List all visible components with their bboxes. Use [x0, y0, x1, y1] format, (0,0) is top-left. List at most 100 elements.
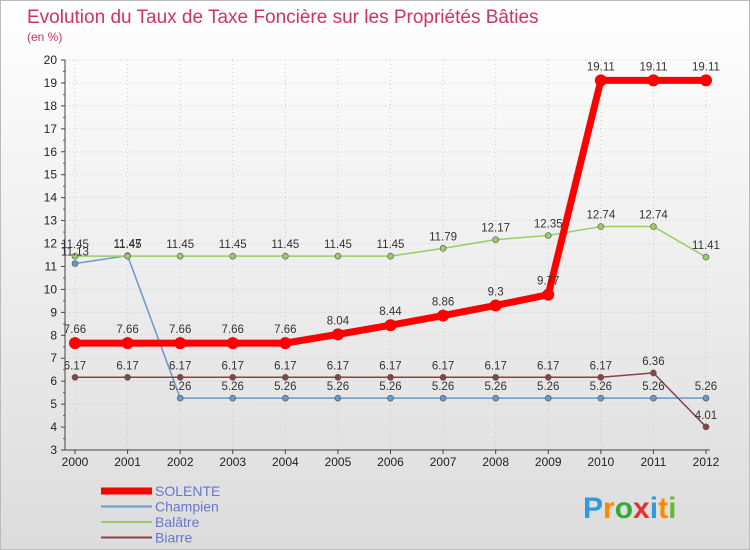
data-point: [71, 373, 79, 381]
data-point: [439, 245, 447, 252]
y-tick-label: 10: [44, 282, 58, 296]
data-label: 5.26: [642, 381, 664, 393]
data-label: 5.26: [590, 381, 612, 393]
data-label: 11.45: [61, 239, 89, 251]
data-point: [594, 74, 607, 87]
legend-label: Biarre: [155, 530, 193, 546]
y-tick-label: 4: [50, 420, 57, 434]
data-point: [174, 337, 187, 350]
data-label: 12.74: [639, 210, 668, 222]
y-tick-label: 20: [44, 53, 58, 67]
chart-subtitle: (en %): [27, 30, 62, 44]
data-label: 6.17: [484, 360, 506, 372]
data-label: 6.17: [590, 360, 612, 372]
data-point: [650, 369, 657, 377]
proxiti-logo: Proxiti: [583, 492, 676, 525]
data-label: 7.66: [169, 324, 191, 336]
data-label: 5.26: [274, 381, 296, 393]
x-tick-label: 2003: [219, 455, 246, 469]
data-point: [597, 394, 605, 402]
x-tick-label: 2009: [535, 455, 562, 469]
data-point: [334, 373, 342, 381]
legend-label: SOLENTE: [155, 483, 220, 499]
y-tick-label: 7: [50, 351, 57, 365]
data-point: [700, 74, 712, 87]
data-point: [229, 394, 237, 402]
y-tick-label: 5: [50, 397, 57, 411]
data-point: [71, 252, 79, 260]
data-label: 4.01: [695, 410, 717, 422]
data-point: [544, 373, 552, 381]
data-label: 11.79: [429, 231, 457, 243]
data-label: 11.45: [324, 239, 352, 251]
data-label: 9.3: [488, 286, 504, 298]
data-point: [650, 223, 657, 230]
data-label: 19.11: [692, 61, 720, 73]
data-label: 7.66: [64, 324, 86, 336]
series-champien: [71, 252, 710, 402]
data-point: [437, 309, 450, 322]
series-solente: [69, 74, 712, 350]
data-label: 5.26: [695, 381, 717, 393]
data-label: 6.17: [379, 360, 401, 372]
legend-item: Biarre: [101, 530, 193, 546]
data-label: 11.47: [114, 239, 142, 251]
chart-title: Evolution du Taux de Taxe Foncière sur l…: [27, 7, 539, 28]
x-tick-label: 2006: [377, 455, 404, 469]
data-point: [229, 373, 237, 381]
y-tick-label: 3: [50, 443, 57, 457]
data-point: [282, 373, 289, 381]
data-label-layer: 7.66 7.66 7.66 7.66 7.66 8.04 8.44 8.86 9.3 9.77 1…: [61, 61, 720, 421]
y-tick-label: 13: [44, 214, 58, 228]
y-tick-label: 18: [44, 99, 58, 113]
data-point: [542, 288, 555, 301]
data-point: [384, 319, 397, 332]
x-tick-label: 2008: [482, 455, 509, 469]
data-point: [702, 423, 710, 431]
data-label: 19.11: [639, 61, 667, 73]
data-point: [71, 260, 79, 267]
grid-layer: [65, 59, 710, 451]
data-point: [387, 373, 394, 381]
data-point: [334, 394, 342, 402]
data-point: [647, 74, 660, 87]
x-tick-label: 2010: [587, 455, 614, 469]
x-tick-label: 2007: [430, 455, 457, 469]
y-tick-label: 19: [44, 76, 58, 90]
data-label: 11.45: [271, 239, 299, 251]
y-tick-label: 8: [50, 328, 57, 342]
data-point: [282, 252, 289, 260]
data-point: [387, 252, 394, 260]
data-point: [702, 394, 710, 402]
data-point: [124, 252, 131, 260]
legend-label: Balâtre: [155, 514, 200, 530]
data-label: 5.26: [379, 381, 401, 393]
data-point: [544, 394, 552, 402]
y-tick-label: 11: [45, 259, 58, 273]
data-point: [650, 394, 657, 402]
data-label: 11.45: [166, 239, 194, 251]
data-point: [492, 394, 499, 402]
y-tick-label: 17: [44, 122, 58, 136]
data-label: 11.41: [692, 240, 720, 252]
y-tick-label: 15: [44, 168, 58, 182]
y-tick-label: 12: [44, 237, 58, 251]
data-label: 19.11: [587, 61, 615, 73]
data-label: 9.77: [537, 276, 559, 288]
x-tick-label: 2012: [693, 455, 720, 469]
data-point: [124, 373, 131, 381]
series-biarre: [71, 369, 710, 431]
y-tick-label: 9: [50, 305, 57, 319]
data-point: [597, 373, 605, 381]
x-tick-label: 2002: [167, 455, 194, 469]
data-point: [489, 299, 502, 312]
data-point: [282, 394, 289, 402]
data-label: 8.44: [379, 306, 402, 318]
data-label: 7.66: [222, 324, 244, 336]
data-point: [226, 337, 239, 350]
x-tick-label: 2001: [114, 455, 141, 469]
data-point: [176, 394, 184, 402]
